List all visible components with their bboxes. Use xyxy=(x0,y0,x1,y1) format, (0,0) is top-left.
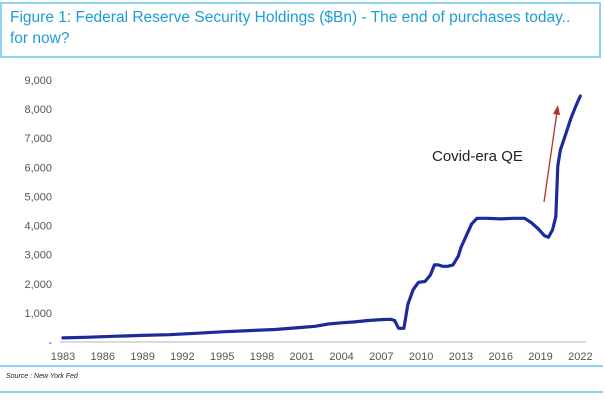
arrow-head xyxy=(553,105,560,115)
chart-title-line-2: for now? xyxy=(10,30,70,47)
line-chart: - 1,000 2,000 3,000 4,000 5,000 6,000 7,000 8,00… xyxy=(24,75,593,363)
y-tick-label: 2,000 xyxy=(24,279,52,291)
series-line xyxy=(61,94,582,340)
x-tick-label: 2022 xyxy=(568,351,592,363)
y-tick-label: 8,000 xyxy=(24,104,52,116)
x-tick-label: 2019 xyxy=(528,351,552,363)
covid-qe-arrow xyxy=(543,105,560,203)
y-tick-label: - xyxy=(48,337,52,349)
arrow-shaft xyxy=(543,111,558,203)
x-tick-label: 2004 xyxy=(329,351,353,363)
y-tick-label: 6,000 xyxy=(24,162,52,174)
x-tick-label: 1995 xyxy=(210,351,234,363)
covid-qe-annotation: Covid-era QE xyxy=(432,148,523,165)
chart-title-line-1: Figure 1: Federal Reserve Security Holdi… xyxy=(10,9,571,26)
y-tick-label: 3,000 xyxy=(24,250,52,262)
y-tick-label: 5,000 xyxy=(24,191,52,203)
x-tick-label: 2007 xyxy=(369,351,393,363)
y-tick-label: 1,000 xyxy=(24,308,52,320)
source-note: Source : New York Fed xyxy=(6,373,78,380)
x-tick-label: 1992 xyxy=(170,351,194,363)
source-bottom-rule xyxy=(0,391,603,393)
source-top-rule xyxy=(0,365,603,367)
x-tick-label: 1983 xyxy=(51,351,75,363)
y-tick-label: 4,000 xyxy=(24,221,52,233)
x-tick-label: 2010 xyxy=(409,351,433,363)
x-tick-label: 2013 xyxy=(449,351,473,363)
x-tick-label: 1989 xyxy=(130,351,154,363)
x-axis-labels: 1983 1986 1989 1992 1995 1998 2001 2004 2007 2010… xyxy=(51,351,593,363)
chart-title-box: Figure 1: Federal Reserve Security Holdi… xyxy=(0,2,601,58)
y-axis-labels: - 1,000 2,000 3,000 4,000 5,000 6,000 7,000 8,00… xyxy=(24,75,52,349)
x-tick-label: 2016 xyxy=(489,351,513,363)
x-tick-label: 1998 xyxy=(250,351,274,363)
y-tick-label: 9,000 xyxy=(24,75,52,87)
x-tick-label: 1986 xyxy=(91,351,115,363)
y-tick-label: 7,000 xyxy=(24,133,52,145)
x-tick-label: 2001 xyxy=(290,351,314,363)
